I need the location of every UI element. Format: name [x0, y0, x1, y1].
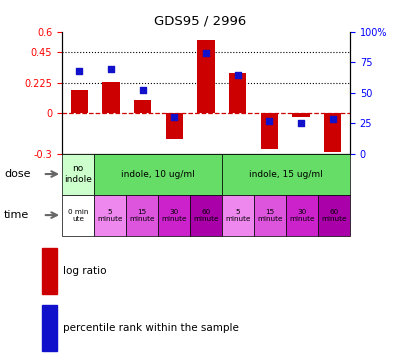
Text: 30
minute: 30 minute	[161, 208, 187, 222]
Text: 15
minute: 15 minute	[257, 208, 283, 222]
Bar	[222, 154, 350, 195]
Text: 15
minute: 15 minute	[129, 208, 155, 222]
Bar	[134, 100, 152, 113]
Point	[140, 87, 146, 93]
Bar	[42, 305, 57, 351]
Point	[266, 118, 272, 124]
Bar	[71, 90, 88, 113]
Point	[234, 72, 241, 77]
Bar	[158, 195, 190, 236]
Text: 5
minute: 5 minute	[97, 208, 123, 222]
Text: 30
minute: 30 minute	[289, 208, 315, 222]
Text: indole, 15 ug/ml: indole, 15 ug/ml	[249, 170, 323, 178]
Bar	[324, 113, 341, 152]
Bar	[197, 40, 215, 113]
Bar	[190, 195, 222, 236]
Point	[298, 120, 304, 125]
Text: 5
minute: 5 minute	[225, 208, 251, 222]
Text: log ratio: log ratio	[63, 266, 107, 276]
Text: 60
minute: 60 minute	[193, 208, 219, 222]
Text: GDS95 / 2996: GDS95 / 2996	[154, 14, 246, 27]
Bar	[286, 195, 318, 236]
Bar	[166, 113, 183, 139]
Bar	[62, 154, 94, 195]
Point	[108, 66, 114, 71]
Text: indole, 10 ug/ml: indole, 10 ug/ml	[121, 170, 195, 178]
Bar	[292, 113, 310, 117]
Text: no
indole: no indole	[64, 164, 92, 184]
Bar	[126, 195, 158, 236]
Point	[203, 50, 209, 56]
Bar	[222, 195, 254, 236]
Bar	[94, 154, 222, 195]
Bar	[42, 248, 57, 294]
Point	[171, 114, 178, 120]
Bar	[254, 195, 286, 236]
Text: dose: dose	[4, 169, 30, 179]
Bar	[102, 82, 120, 113]
Bar	[94, 195, 126, 236]
Point	[329, 116, 336, 122]
Text: time: time	[4, 210, 29, 220]
Text: 60
minute: 60 minute	[321, 208, 347, 222]
Bar	[229, 72, 246, 113]
Bar	[62, 195, 94, 236]
Bar	[318, 195, 350, 236]
Point	[76, 68, 83, 74]
Text: 0 min
ute: 0 min ute	[68, 208, 88, 222]
Text: percentile rank within the sample: percentile rank within the sample	[63, 323, 239, 333]
Bar	[260, 113, 278, 150]
